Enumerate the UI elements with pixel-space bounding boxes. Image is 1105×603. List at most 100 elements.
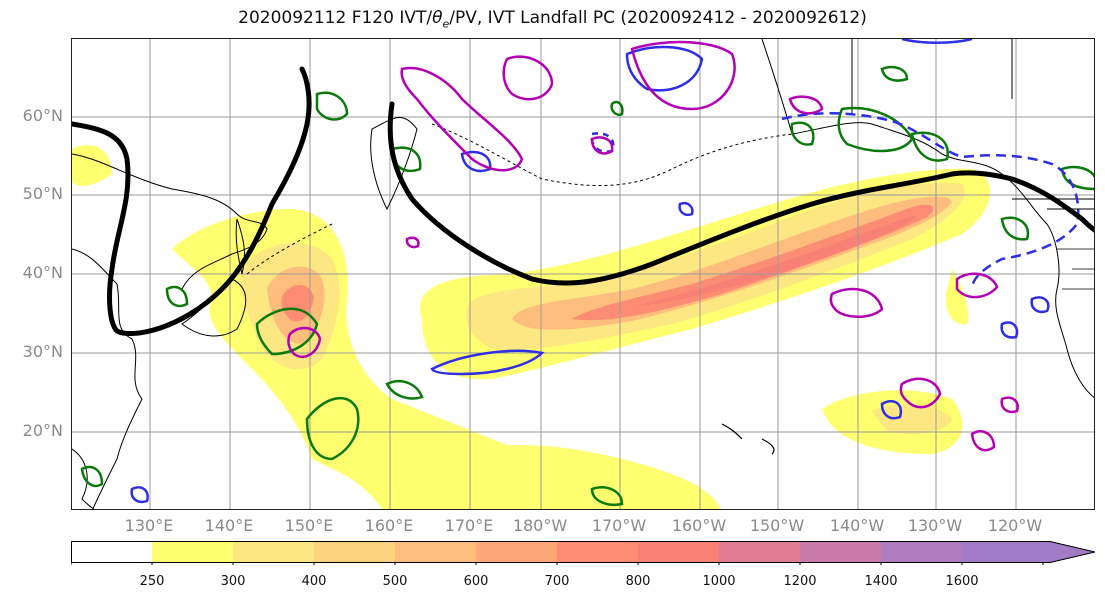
colorbar-segment [395, 541, 477, 563]
colorbar-tick-label: 400 [301, 574, 327, 589]
magenta-contour-5 [287, 326, 322, 358]
ivt-band-700 [572, 204, 934, 321]
colorbar-segment [557, 541, 639, 563]
blue-contour-2 [625, 45, 704, 92]
colorbar-outline [71, 541, 1096, 563]
lon-label-150e: 150°E [284, 516, 334, 535]
alaska-coast [791, 122, 1094, 398]
map-panel[interactable] [71, 38, 1095, 510]
lon-label-170e: 170°E [444, 516, 494, 535]
green-contour-gulf [910, 131, 949, 162]
colorbar-tick-label: 1000 [702, 574, 736, 589]
blue-contour-6 [1000, 321, 1019, 339]
lon-label-120w: 120°W [987, 516, 1043, 535]
colorbar-segment [233, 541, 315, 563]
magenta-contour-2 [502, 55, 554, 101]
colorbar-segment [719, 541, 801, 563]
colorbar-tick-label: 700 [544, 574, 570, 589]
kuril-aleutian-chain [246, 123, 793, 275]
ivt-shading [72, 145, 991, 509]
green-contour-west-coast [1000, 216, 1030, 241]
philippines [72, 448, 95, 509]
blue-contour-dashed-alaska [781, 111, 1080, 290]
green-contour-southeast [590, 486, 624, 506]
colorbar-segment [152, 541, 234, 563]
alaska-interior [761, 39, 1013, 135]
blue-contour-1 [430, 349, 545, 376]
green-contour-kamchatka [315, 91, 349, 121]
magenta-contour-8 [970, 430, 996, 452]
colorbar-tick-label: 300 [220, 574, 246, 589]
lon-label-130e: 130°E [124, 516, 174, 535]
green-contour-japan-north [165, 285, 189, 308]
green-contour-alaska-north [790, 121, 815, 146]
graticule [72, 39, 1094, 509]
colorbar-segment [800, 541, 882, 563]
magenta-contour-9 [955, 272, 999, 299]
blue-contour-9 [130, 486, 149, 504]
sakhalin [235, 218, 245, 275]
green-contour-nw [880, 65, 909, 82]
colorbar-extend-arrow [962, 541, 1095, 563]
magenta-contour-7 [899, 377, 942, 409]
kamchatka [370, 117, 418, 211]
lon-label-140e: 140°E [204, 516, 254, 535]
ivt-band-250-nw [72, 145, 112, 186]
ivt-band-250-south [392, 445, 721, 509]
magenta-contour-3 [630, 40, 736, 111]
magenta-contour-12 [1000, 396, 1019, 414]
green-contour-alaska [837, 106, 914, 153]
colorbar [71, 541, 1096, 565]
map-canvas [72, 39, 1094, 509]
blue-contour-5 [880, 400, 903, 420]
blue-contour-7 [1030, 296, 1050, 314]
lat-label-30n: 30°N [22, 342, 63, 361]
lat-label-60n: 60°N [22, 106, 63, 125]
lat-label-50n: 50°N [22, 184, 63, 203]
lon-label-170w: 170°W [591, 516, 647, 535]
us-states [1057, 248, 1094, 290]
colorbar-tick-label: 600 [463, 574, 489, 589]
blue-contour-4 [678, 202, 694, 216]
green-contour-mid [385, 380, 424, 400]
colorbar-tick-label: 1200 [783, 574, 817, 589]
green-contour-south [305, 397, 360, 461]
blue-contour-8 [901, 39, 973, 44]
coastlines [72, 39, 1094, 509]
lat-label-20n: 20°N [22, 421, 63, 440]
colorbar-tick-label: 1600 [945, 574, 979, 589]
colorbar-segment [476, 541, 558, 563]
colorbar-tick-label: 800 [625, 574, 651, 589]
colorbar-tick-label: 250 [139, 574, 165, 589]
russia-coast [72, 153, 268, 290]
green-contour-sw [80, 465, 104, 488]
lon-label-130w: 130°W [907, 516, 963, 535]
lon-label-180w: 180°W [512, 516, 568, 535]
colorbar-tick-label: 1400 [864, 574, 898, 589]
landfall-contour [72, 66, 1094, 336]
magenta-contour-11 [405, 236, 420, 249]
hawaii [721, 423, 775, 455]
theta-e-contours [287, 40, 1019, 452]
ivt-band-250-ne [945, 269, 969, 325]
asia-coast [72, 248, 143, 509]
colorbar-tick-label: 500 [382, 574, 408, 589]
lat-label-40n: 40°N [22, 263, 63, 282]
magenta-contour-6 [829, 287, 884, 318]
colorbar-segment [314, 541, 396, 563]
ivt-band-500 [512, 196, 952, 330]
colorbar-segment [71, 541, 153, 563]
colorbar-segment [638, 541, 720, 563]
green-contour-japan-east [255, 307, 319, 356]
magenta-contour-4 [788, 95, 824, 115]
green-contour-coast [1060, 165, 1094, 191]
magenta-contour-1 [400, 66, 524, 172]
magenta-contour-10 [590, 136, 614, 155]
lon-label-160w: 160°W [671, 516, 727, 535]
lon-label-140w: 140°W [829, 516, 885, 535]
colorbar-segment [881, 541, 963, 563]
green-contour-bering [610, 100, 624, 116]
chart-title: 2020092112 F120 IVT/θe/PV, IVT Landfall … [238, 8, 867, 31]
lon-label-160e: 160°E [364, 516, 414, 535]
ivt-band-300-island [872, 404, 952, 434]
